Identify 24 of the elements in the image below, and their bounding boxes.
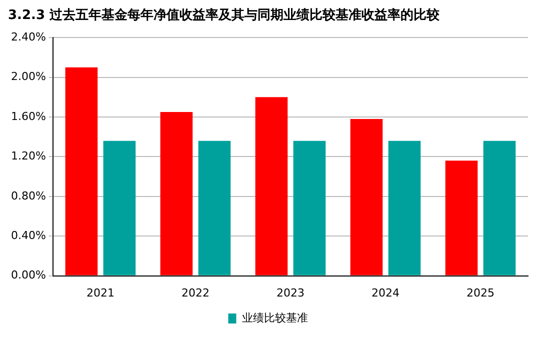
x-tick-label: 2024	[371, 286, 400, 300]
bar	[388, 140, 421, 276]
bar	[445, 160, 478, 276]
x-tick-label: 2025	[466, 286, 494, 300]
bar	[103, 140, 136, 276]
y-tick-label: 0.40%	[10, 228, 46, 242]
x-tick-label: 2022	[181, 286, 210, 300]
y-tick-label: 0.00%	[10, 268, 46, 282]
bar	[65, 67, 98, 276]
y-tick-label: 0.80%	[10, 189, 46, 202]
bar	[255, 97, 288, 276]
y-tick-label: 1.60%	[10, 110, 46, 123]
x-tick-label: 2021	[86, 286, 114, 300]
y-tick-label: 2.40%	[10, 30, 46, 44]
chart-title: 3.2.3 过去五年基金每年净值收益率及其与同期业绩比较基准收益率的比较	[8, 7, 441, 24]
bar	[198, 140, 231, 276]
bar	[483, 140, 516, 276]
bar	[293, 140, 326, 276]
legend-label: 业绩比较基准	[242, 311, 308, 324]
x-tick-label: 2023	[276, 286, 304, 300]
y-tick-label: 1.20%	[10, 150, 46, 163]
y-tick-label: 2.00%	[10, 70, 46, 84]
bar	[350, 118, 383, 276]
bar	[160, 112, 193, 276]
